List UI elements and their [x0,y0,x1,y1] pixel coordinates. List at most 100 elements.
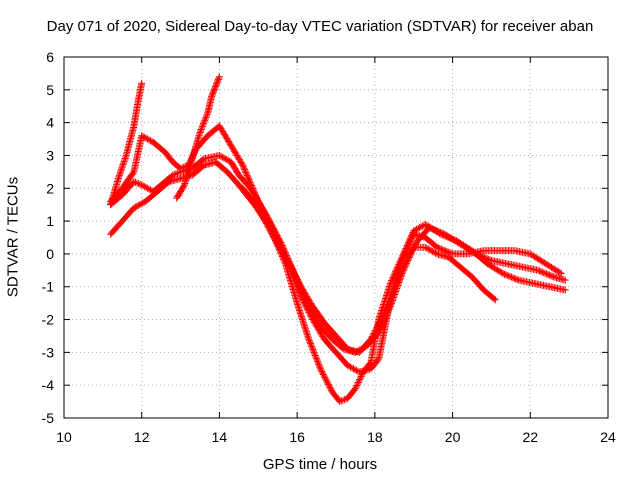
data-point-marker [307,313,315,321]
data-point-marker [372,325,380,333]
data-point-marker [139,182,147,190]
x-tick-label: 20 [445,429,461,445]
data-point-marker [252,192,260,200]
data-point-marker [394,275,402,283]
data-point-marker [253,195,261,203]
data-point-marker [386,295,394,303]
y-tick-label: 1 [46,213,54,229]
data-point-marker [349,365,357,373]
data-point-marker [399,252,407,260]
data-point-marker [311,351,319,359]
data-point-marker [312,353,320,361]
data-point-marker [401,247,409,255]
data-point-marker [384,299,392,307]
data-point-marker [247,182,255,190]
data-point-marker [368,332,376,340]
data-point-marker [387,292,395,300]
data-point-marker [324,381,332,389]
data-point-marker [417,223,425,231]
data-point-marker [145,136,153,144]
series-arc-6 [239,184,569,356]
data-point-marker [138,79,146,87]
data-point-marker [309,347,317,355]
data-point-marker [378,314,386,322]
data-point-marker [134,202,142,210]
data-point-marker [203,110,211,118]
data-point-marker [304,307,312,315]
data-point-marker [238,160,246,168]
data-point-marker [141,183,149,191]
data-point-marker [400,249,408,257]
data-point-marker [306,338,314,346]
data-point-marker [319,371,327,379]
data-point-marker [370,329,378,337]
data-point-marker [199,121,207,129]
data-point-marker [371,328,379,336]
data-point-marker [405,237,413,245]
series-arc-4 [173,73,223,202]
data-point-marker [312,354,320,362]
data-point-marker [404,240,412,248]
data-point-marker [308,314,316,322]
data-point-marker [202,113,210,121]
data-point-marker [115,171,123,179]
data-point-marker [141,133,149,141]
data-point-marker [243,171,251,179]
data-point-marker [351,384,359,392]
data-point-marker [307,311,314,319]
data-point-marker [120,158,128,166]
data-point-marker [401,246,409,254]
data-point-marker [396,270,404,278]
data-point-marker [139,133,147,141]
data-point-marker [383,302,391,310]
data-point-marker [381,306,389,314]
data-point-marker [241,166,249,174]
data-point-marker [383,300,391,308]
data-point-marker [392,278,400,286]
data-point-marker [354,380,362,388]
data-point-marker [355,377,363,385]
data-point-marker [426,246,434,254]
data-point-marker [491,296,499,304]
data-point-marker [430,248,438,256]
data-point-marker [373,324,381,332]
data-point-marker [298,294,306,302]
data-point-marker [352,383,360,391]
data-point-marker [447,249,455,257]
data-point-marker [241,167,249,175]
data-point-marker [377,315,385,323]
y-tick-label: 5 [46,82,54,98]
data-point-marker [244,173,252,181]
data-point-marker [320,372,328,380]
data-point-marker [316,365,324,373]
data-point-marker [246,179,254,187]
data-point-marker [379,312,387,320]
data-point-marker [301,300,309,308]
data-point-marker [251,189,259,197]
y-tick-label: 3 [46,147,54,163]
data-point-marker [180,182,188,190]
data-point-marker [401,259,409,267]
data-point-marker [178,164,186,172]
data-point-marker [246,177,254,185]
data-point-marker [358,371,366,379]
data-point-marker [242,169,250,177]
data-point-marker [351,366,359,374]
data-point-marker [116,168,124,176]
data-point-marker [374,321,382,329]
data-point-marker [201,115,209,123]
data-point-marker [144,184,152,192]
data-point-marker [386,293,394,301]
data-point-marker [561,276,569,284]
data-point-marker [245,176,253,184]
data-point-marker [407,233,415,241]
data-point-marker [307,340,315,348]
data-point-marker [119,161,127,169]
data-point-marker [327,385,335,393]
data-point-marker [348,364,356,372]
data-point-marker [384,297,392,305]
data-point-marker [561,286,569,294]
x-tick-label: 24 [600,429,616,445]
data-point-marker [322,375,330,383]
y-axis-label: SDTVAR / TECUs [4,176,22,298]
